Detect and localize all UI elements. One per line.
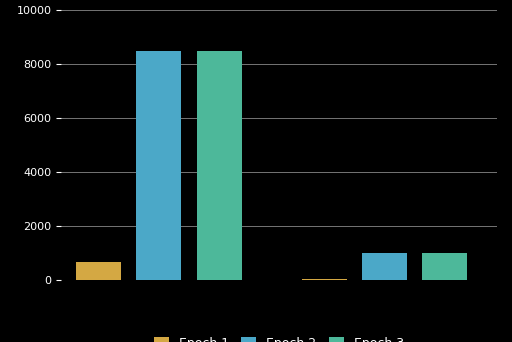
Bar bbox=[197, 51, 242, 280]
Bar bbox=[137, 51, 181, 280]
Bar bbox=[76, 262, 121, 280]
Bar bbox=[421, 253, 466, 280]
Bar bbox=[361, 253, 407, 280]
Bar bbox=[302, 279, 347, 280]
Legend: Epoch 1, Epoch 2, Epoch 3: Epoch 1, Epoch 2, Epoch 3 bbox=[154, 337, 404, 342]
